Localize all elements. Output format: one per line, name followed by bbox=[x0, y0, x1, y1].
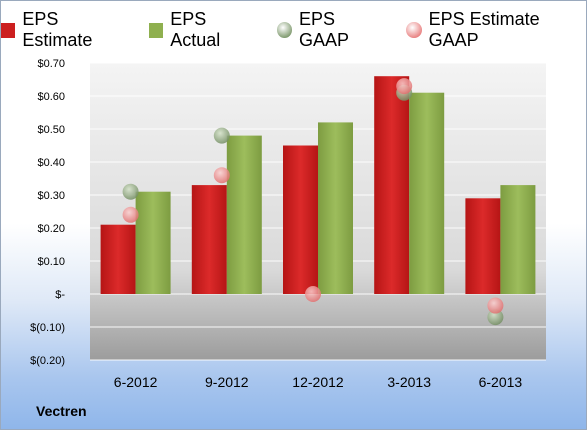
legend-swatch bbox=[148, 22, 164, 38]
legend-label: EPS Estimate GAAP bbox=[428, 9, 540, 50]
x-tick-label: 6-2012 bbox=[114, 374, 158, 390]
point-eps-gaap bbox=[213, 127, 230, 144]
point-eps-gaap bbox=[487, 309, 504, 326]
y-tick-label: $0.20 bbox=[37, 223, 65, 235]
bar-eps-estimate bbox=[465, 198, 501, 294]
x-tick-label: 6-2013 bbox=[479, 374, 523, 390]
company-name: Vectren bbox=[36, 403, 87, 419]
bar-eps-estimate bbox=[283, 145, 318, 294]
y-tick-label: $- bbox=[55, 289, 65, 301]
bar-eps-estimate bbox=[100, 224, 136, 294]
y-tick-label: $(0.10) bbox=[30, 322, 65, 334]
y-tick-label: $0.70 bbox=[37, 58, 65, 70]
legend-marker bbox=[276, 22, 292, 38]
point-eps-estimate-gaap bbox=[213, 167, 230, 184]
legend-item: EPS Actual bbox=[148, 9, 257, 51]
bar-eps-estimate bbox=[374, 76, 410, 294]
point-eps-estimate-gaap bbox=[122, 206, 139, 223]
x-tick-label: 3-2013 bbox=[387, 374, 431, 390]
point-eps-estimate-gaap bbox=[487, 297, 504, 314]
legend-item: EPS Estimate bbox=[1, 9, 129, 51]
bar-eps-actual bbox=[500, 185, 536, 294]
x-tick-label: 9-2012 bbox=[205, 374, 249, 390]
legend-swatch bbox=[1, 22, 16, 38]
legend-marker bbox=[406, 22, 422, 38]
point-eps-gaap bbox=[122, 183, 139, 200]
y-tick-label: $0.10 bbox=[37, 256, 65, 268]
bar-eps-estimate bbox=[191, 185, 227, 294]
y-tick-label: $0.50 bbox=[37, 124, 65, 136]
legend-item: EPS GAAP bbox=[276, 9, 387, 51]
bar-eps-actual bbox=[135, 191, 171, 294]
y-tick-label: $0.40 bbox=[37, 157, 65, 169]
bar-eps-actual bbox=[409, 92, 445, 294]
chart-legend: EPS Estimate EPS Actual EPS GAAP EPS Estima… bbox=[1, 9, 586, 50]
point-eps-estimate-gaap bbox=[396, 78, 413, 95]
x-tick-label: 12-2012 bbox=[292, 374, 344, 390]
bar-eps-actual bbox=[318, 122, 353, 295]
legend-label: EPS Actual bbox=[170, 9, 221, 50]
point-eps-estimate-gaap bbox=[305, 286, 321, 302]
bar-eps-actual bbox=[226, 135, 262, 294]
y-tick-label: $0.30 bbox=[37, 190, 65, 202]
y-tick-label: $0.60 bbox=[37, 91, 65, 103]
legend-label: EPS GAAP bbox=[298, 9, 349, 50]
y-tick-label: $(0.20) bbox=[30, 355, 65, 367]
legend-label: EPS Estimate bbox=[22, 9, 93, 50]
legend-item: EPS Estimate GAAP bbox=[406, 9, 586, 51]
